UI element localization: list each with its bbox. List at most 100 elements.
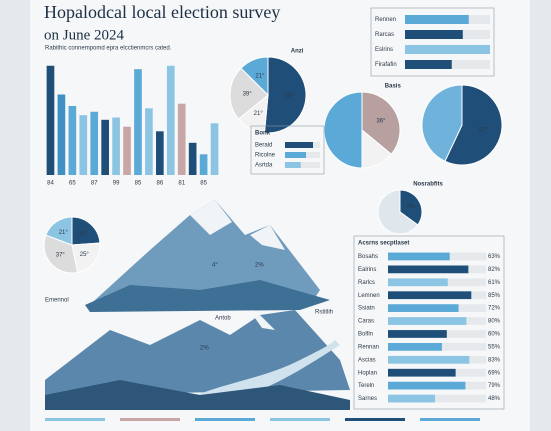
chart-title: Anzi — [291, 49, 304, 55]
bar — [123, 126, 131, 175]
bar — [405, 30, 463, 39]
bar — [405, 60, 452, 69]
value-label: 82% — [488, 267, 501, 273]
category-label: Eslrins — [375, 47, 393, 53]
category-label: Ssiatn — [358, 306, 375, 312]
category-label: Tereln — [358, 383, 374, 389]
chart-title: Basis — [385, 84, 402, 90]
value-label: 80% — [488, 319, 501, 325]
slice-label: 57° — [479, 127, 489, 133]
bar — [388, 368, 456, 377]
bar — [210, 123, 219, 175]
x-tick-label: 86 — [157, 181, 164, 187]
category-label: Rarcas — [375, 32, 394, 38]
legend-swatch — [195, 418, 255, 421]
pie-slice — [399, 189, 423, 226]
pie-slice — [444, 84, 503, 166]
value-label: 83% — [488, 357, 501, 363]
chart-title: Rabithic connempomd epra elcctienmcrs ca… — [45, 46, 172, 52]
bar — [199, 154, 208, 175]
foreground — [45, 380, 350, 410]
slice-label: 86° — [284, 94, 294, 100]
annotation: Rstitlih — [315, 310, 333, 316]
bar — [285, 142, 313, 148]
bar — [68, 106, 77, 175]
bar — [90, 111, 99, 175]
category-label: Ealrins — [358, 267, 376, 273]
category-label: Asrtda — [255, 163, 273, 169]
bar — [188, 142, 197, 175]
bar — [388, 381, 466, 390]
annotation: Emennol — [45, 298, 69, 304]
chart-title: Acsrns secptlaset — [358, 241, 409, 247]
value-label: 69% — [488, 370, 501, 376]
value-label: 79% — [488, 383, 501, 389]
category-label: Rennen — [375, 17, 396, 23]
value-label: 60% — [488, 332, 501, 338]
pie-slice — [263, 56, 307, 134]
bar — [177, 103, 186, 175]
pie-slice — [361, 91, 401, 155]
bar — [79, 115, 88, 175]
category-label: Ascias — [358, 357, 376, 363]
pie-slice — [240, 56, 269, 97]
pie-slice — [71, 242, 101, 274]
category-label: Lemnen — [358, 293, 380, 299]
bar — [405, 45, 490, 54]
slice-label: 21° — [59, 230, 69, 236]
bar — [388, 343, 442, 351]
bar — [388, 265, 469, 274]
legend-strip — [45, 418, 480, 421]
slice-label: 36° — [376, 119, 386, 125]
bar — [405, 15, 469, 24]
pie-slice — [43, 234, 79, 274]
pie-slice — [229, 67, 269, 120]
slice-label: 21° — [255, 73, 265, 79]
river — [170, 340, 340, 410]
value-label: 85% — [488, 293, 501, 299]
legend-swatch — [420, 418, 480, 421]
annotation: 2% — [255, 263, 264, 269]
slice-label: 25° — [80, 252, 90, 258]
x-tick-label: 85 — [135, 181, 142, 187]
track — [285, 162, 320, 168]
bar — [388, 252, 450, 261]
slice-label: 39° — [243, 92, 253, 98]
legend-swatch — [270, 418, 330, 421]
subtitle: on June 2024 — [44, 27, 124, 43]
x-tick-label: 85 — [200, 181, 207, 187]
bar — [156, 131, 164, 175]
bar — [134, 69, 142, 175]
x-tick-label: 84 — [47, 181, 54, 187]
snow — [255, 315, 275, 330]
bar — [285, 152, 306, 158]
mountain — [90, 200, 320, 305]
x-tick-label: 87 — [91, 181, 98, 187]
category-label: Sarnes — [358, 396, 377, 402]
bar — [388, 355, 470, 364]
category-label: Bosahs — [358, 254, 378, 260]
bar — [388, 304, 459, 312]
category-label: Rennan — [358, 344, 379, 350]
bar — [166, 65, 175, 175]
category-label: Beraid — [255, 143, 272, 149]
slice-label: 2% — [406, 204, 415, 210]
value-label: 61% — [488, 280, 501, 286]
pie-slice — [377, 189, 419, 235]
value-label: 63% — [488, 254, 501, 260]
bar — [285, 162, 301, 168]
snow — [190, 200, 232, 235]
annotation: 2% — [200, 346, 209, 352]
bar — [388, 317, 467, 325]
bar — [388, 394, 436, 403]
bar — [388, 291, 472, 300]
frame — [353, 235, 505, 410]
bar — [112, 117, 120, 175]
pie-slice — [421, 84, 463, 162]
legend-swatch — [120, 418, 180, 421]
annotation: Antob — [215, 316, 231, 322]
category-label: Hoplan — [358, 370, 377, 376]
bar — [145, 108, 153, 175]
value-label: 48% — [488, 396, 501, 402]
value-label: 72% — [488, 306, 501, 312]
